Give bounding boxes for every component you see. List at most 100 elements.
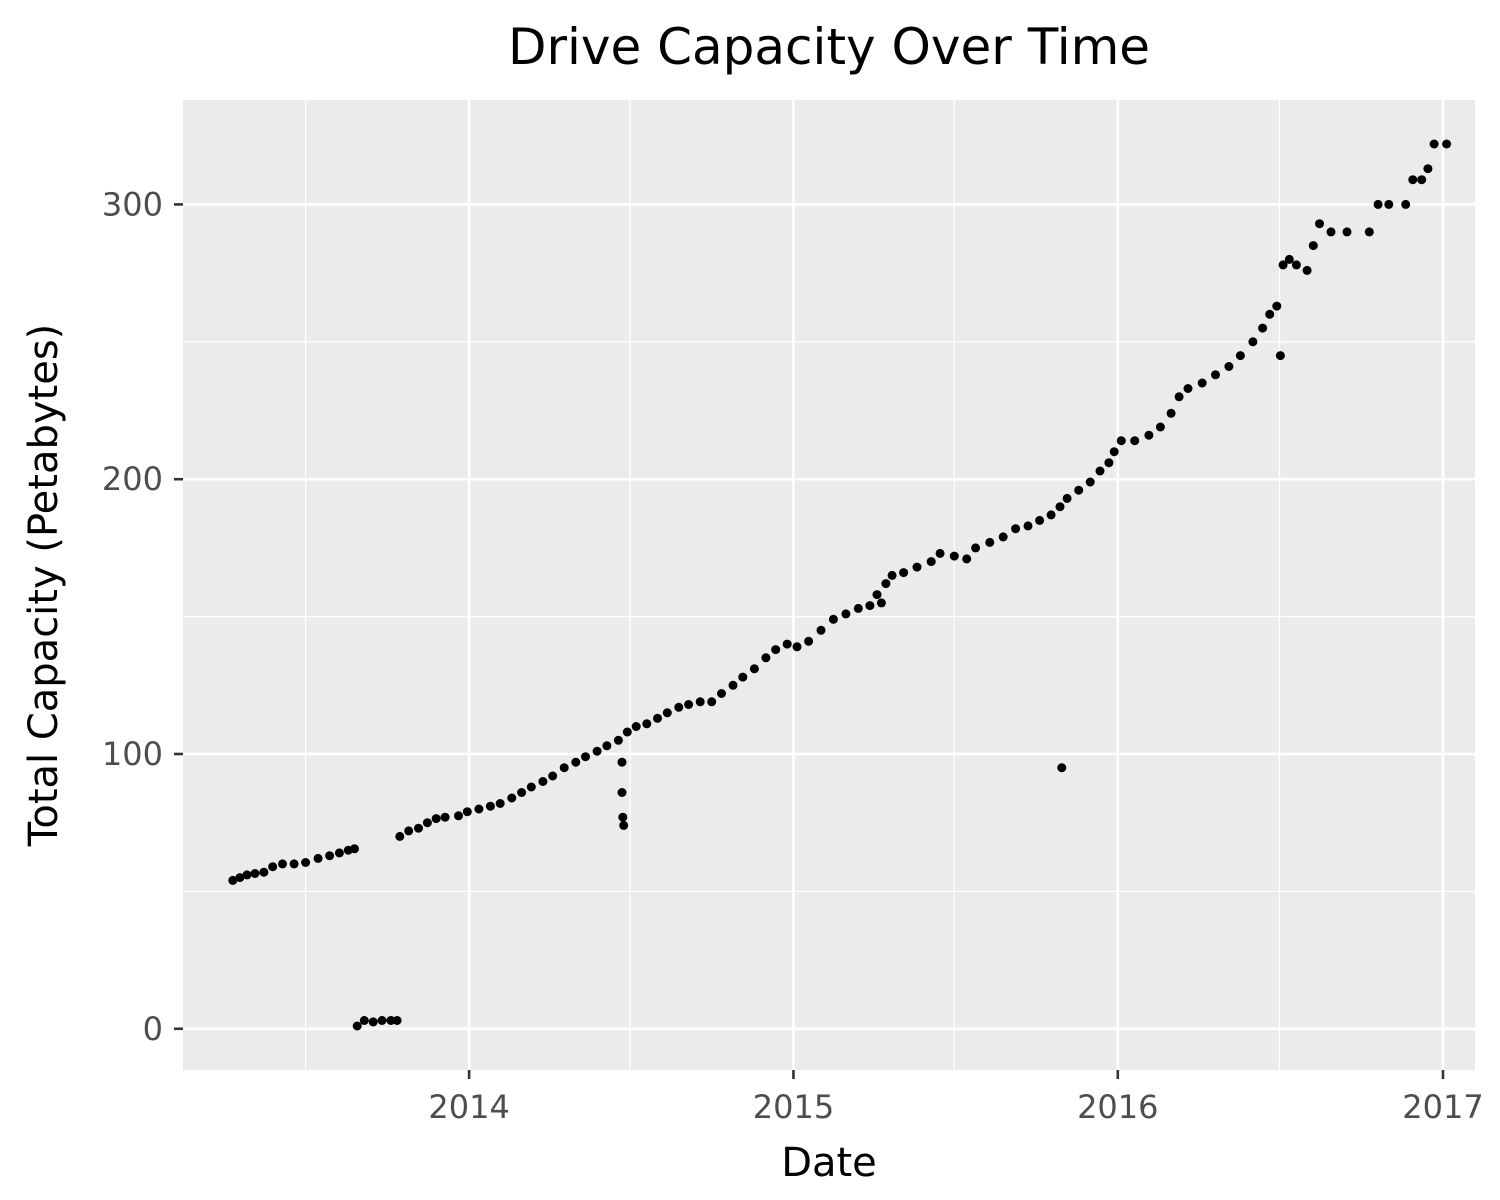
data-point: [865, 601, 875, 611]
data-point: [602, 741, 612, 751]
data-point: [804, 636, 814, 646]
data-point: [1265, 309, 1275, 319]
data-point: [1373, 199, 1383, 209]
data-point: [617, 788, 627, 797]
data-point: [377, 1016, 387, 1025]
data-point: [526, 782, 536, 792]
data-point: [1035, 515, 1045, 525]
data-point: [278, 859, 287, 869]
data-point: [1291, 260, 1301, 270]
data-point: [454, 811, 463, 821]
data-point: [368, 1017, 378, 1027]
data-point: [887, 570, 897, 580]
data-point: [662, 708, 672, 718]
data-point: [462, 807, 472, 817]
data-point: [1423, 164, 1433, 174]
y-tick-label: 200: [102, 460, 163, 498]
data-point: [350, 844, 359, 854]
data-point: [695, 697, 705, 707]
data-point: [1144, 430, 1154, 440]
data-point: [1183, 384, 1193, 393]
data-point: [334, 848, 344, 858]
data-point: [1442, 139, 1452, 149]
data-point: [1417, 175, 1427, 185]
data-point: [926, 557, 936, 567]
data-point: [313, 853, 323, 863]
data-point: [1174, 392, 1184, 402]
data-point: [1197, 378, 1207, 388]
data-point: [828, 614, 838, 624]
major-gridlines: [183, 100, 1475, 1070]
data-point: [1130, 436, 1140, 446]
data-point: [395, 831, 405, 841]
data-point: [738, 672, 748, 682]
data-point: [1166, 408, 1176, 418]
data-point: [841, 609, 851, 619]
data-point: [1302, 265, 1312, 275]
data-point: [507, 793, 517, 803]
data-point: [613, 735, 623, 745]
data-point: [495, 799, 505, 808]
data-point: [1284, 254, 1294, 264]
data-point: [782, 639, 792, 649]
data-point: [359, 1016, 369, 1025]
data-point: [985, 537, 995, 547]
data-point: [1401, 199, 1411, 209]
y-tick-label: 0: [143, 1010, 163, 1048]
data-point: [935, 548, 945, 558]
y-tick-label: 300: [102, 185, 163, 223]
data-point: [1326, 227, 1336, 237]
data-point: [571, 757, 581, 767]
data-point: [1109, 447, 1119, 457]
data-point: [619, 820, 629, 830]
x-tick-label: 2014: [428, 1088, 509, 1126]
data-point: [1272, 301, 1282, 311]
data-point: [1116, 436, 1126, 446]
data-point: [1104, 458, 1114, 468]
data-point: [517, 788, 527, 797]
y-tick-label: 100: [102, 735, 163, 773]
data-point: [717, 689, 726, 698]
data-point: [259, 867, 269, 877]
data-point: [872, 590, 882, 600]
data-point: [485, 801, 495, 811]
data-point: [235, 873, 245, 883]
data-point: [242, 870, 252, 880]
data-point: [414, 823, 423, 833]
data-point: [1046, 510, 1056, 520]
data-point: [1384, 199, 1394, 209]
data-point: [386, 1016, 396, 1025]
data-point: [1258, 323, 1268, 333]
data-point: [1315, 219, 1324, 229]
x-axis: 2014 2015 2016 2017: [428, 1070, 1484, 1126]
data-point: [422, 818, 432, 828]
data-point: [912, 562, 922, 572]
data-point: [538, 777, 548, 786]
data-point: [404, 826, 414, 836]
data-point: [1235, 351, 1245, 361]
data-point: [392, 1016, 402, 1025]
data-point: [1057, 763, 1067, 773]
data-point: [1074, 485, 1084, 495]
data-point: [1055, 502, 1065, 512]
data-point: [684, 700, 694, 709]
x-tick-label: 2016: [1077, 1088, 1158, 1126]
data-point: [1248, 337, 1258, 347]
data-point: [440, 812, 450, 822]
data-point: [876, 598, 886, 608]
data-point: [250, 869, 260, 878]
data-point: [1011, 524, 1021, 534]
data-point: [1224, 362, 1234, 371]
y-axis-title: Total Capacity (Petabytes): [21, 324, 67, 848]
data-point: [474, 804, 484, 814]
x-axis-title: Date: [781, 1140, 877, 1186]
data-point: [1308, 241, 1318, 251]
data-point: [1085, 477, 1095, 487]
x-tick-label: 2015: [753, 1088, 834, 1126]
data-point: [949, 551, 959, 561]
data-point: [792, 642, 802, 652]
data-point: [971, 543, 981, 553]
data-point: [749, 664, 759, 674]
